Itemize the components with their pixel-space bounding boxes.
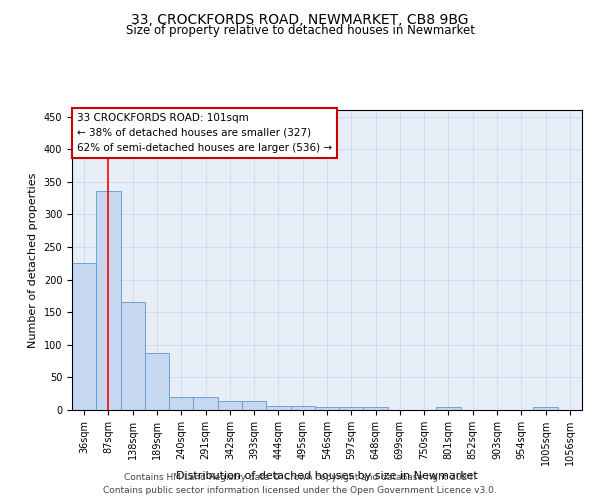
Bar [72,262,96,410]
Bar [218,401,242,410]
Bar [96,191,121,410]
Bar [436,408,461,410]
Bar [315,406,339,410]
Text: Size of property relative to detached houses in Newmarket: Size of property relative to detached ho… [125,24,475,37]
Bar [339,406,364,410]
Bar [266,406,290,410]
X-axis label: Distribution of detached houses by size in Newmarket: Distribution of detached houses by size … [176,470,478,480]
Text: 33 CROCKFORDS ROAD: 101sqm
← 38% of detached houses are smaller (327)
62% of sem: 33 CROCKFORDS ROAD: 101sqm ← 38% of deta… [77,113,332,152]
Bar [193,397,218,410]
Bar [145,352,169,410]
Bar [242,401,266,410]
Bar [169,397,193,410]
Bar [533,408,558,410]
Bar [364,408,388,410]
Y-axis label: Number of detached properties: Number of detached properties [28,172,38,348]
Bar [290,406,315,410]
Text: 33, CROCKFORDS ROAD, NEWMARKET, CB8 9BG: 33, CROCKFORDS ROAD, NEWMARKET, CB8 9BG [131,12,469,26]
Text: Contains HM Land Registry data © Crown copyright and database right 2024.
Contai: Contains HM Land Registry data © Crown c… [103,474,497,495]
Bar [121,302,145,410]
